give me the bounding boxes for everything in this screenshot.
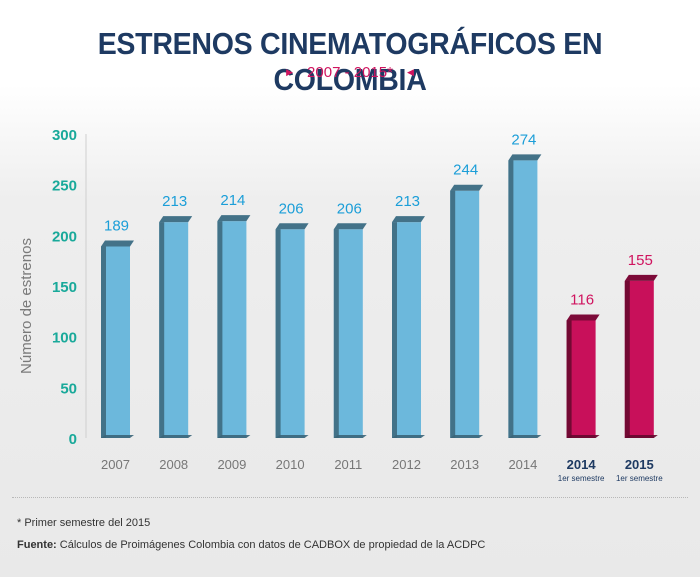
x-tick-label: 2014	[508, 457, 537, 472]
x-tick-label: 2013	[450, 457, 479, 472]
x-tick-label: 2012	[392, 457, 421, 472]
data-label: 213	[162, 193, 187, 210]
data-label: 189	[104, 217, 129, 234]
bar-side-face	[392, 222, 397, 438]
bar-top	[566, 314, 600, 321]
bar-side-face	[159, 222, 165, 438]
bar-base	[450, 435, 484, 438]
x-tick-label: 2014	[567, 457, 597, 472]
chart-title: ESTRENOS CINEMATOGRÁFICOS EN COLOMBIA	[97, 26, 603, 97]
data-label: 155	[628, 252, 653, 269]
x-tick-label: 2007	[101, 457, 130, 472]
bar-top	[101, 240, 134, 247]
triangle-right-icon: ▶	[286, 67, 294, 77]
bar-base	[101, 435, 134, 438]
x-tick-sublabel: 1er semestre	[558, 474, 605, 483]
source-text: Cálculos de Proimágenes Colombia con dat…	[59, 539, 486, 551]
bar-base	[508, 435, 542, 438]
bar-side-face	[566, 320, 572, 438]
x-tick-label: 2008	[159, 457, 188, 472]
bar-side-face	[450, 190, 456, 438]
bar-top	[508, 154, 542, 161]
x-tick-sublabel: 1er semestre	[616, 474, 663, 483]
bar-side-face	[217, 221, 223, 438]
bar-base	[217, 435, 251, 438]
bar-top	[450, 184, 484, 191]
data-label: 206	[337, 200, 362, 217]
bar-top	[159, 216, 193, 223]
x-tick-label: 2015	[625, 457, 654, 472]
bar-top	[333, 223, 367, 230]
bar-top	[217, 215, 251, 222]
data-label: 274	[511, 131, 536, 148]
y-tick-label: 150	[52, 279, 77, 296]
chart-subtitle: 2007 - 2015*	[307, 64, 393, 81]
y-tick-label: 200	[52, 228, 77, 245]
triangle-left-icon: ◀	[406, 67, 414, 77]
x-tick-label: 2011	[334, 457, 362, 472]
x-tick-label: 2009	[217, 457, 246, 472]
bar-side-face	[624, 280, 630, 438]
bar-side-face	[275, 229, 281, 438]
divider	[12, 497, 688, 498]
bar-base	[159, 435, 193, 438]
bar-side-face	[508, 160, 514, 438]
bar-side-face	[101, 246, 106, 438]
y-axis-title: Número de estrenos	[18, 238, 35, 374]
data-label: 116	[570, 291, 594, 308]
y-tick-label: 100	[52, 330, 77, 347]
data-label: 214	[220, 192, 245, 209]
y-tick-label: 250	[52, 178, 77, 195]
data-label: 213	[395, 193, 420, 210]
y-tick-label: 0	[69, 431, 77, 448]
bar-base	[566, 435, 600, 438]
footnote: * Primer semestre del 2015	[17, 517, 151, 529]
bar-base	[392, 435, 425, 438]
data-label: 244	[453, 162, 478, 179]
bar-top	[392, 216, 425, 223]
bar-side-face	[333, 229, 339, 438]
bar-base	[333, 435, 367, 438]
y-tick-label: 300	[52, 127, 77, 144]
source-label: Fuente:	[17, 539, 57, 551]
bar-top	[624, 274, 658, 281]
chart-subtitle-row: ▶ 2007 - 2015* ◀	[0, 64, 700, 81]
bar-base	[624, 435, 658, 438]
bar-top	[275, 223, 309, 230]
x-tick-label: 2010	[276, 457, 305, 472]
y-tick-label: 50	[60, 380, 77, 397]
bar-base	[275, 435, 309, 438]
data-label: 206	[279, 200, 304, 217]
bar-chart: 0 50 100 150 200 250 300 Número de estrenos 189…	[18, 127, 663, 483]
source-note: Fuente: Cálculos de Proimágenes Colombia…	[17, 539, 485, 551]
